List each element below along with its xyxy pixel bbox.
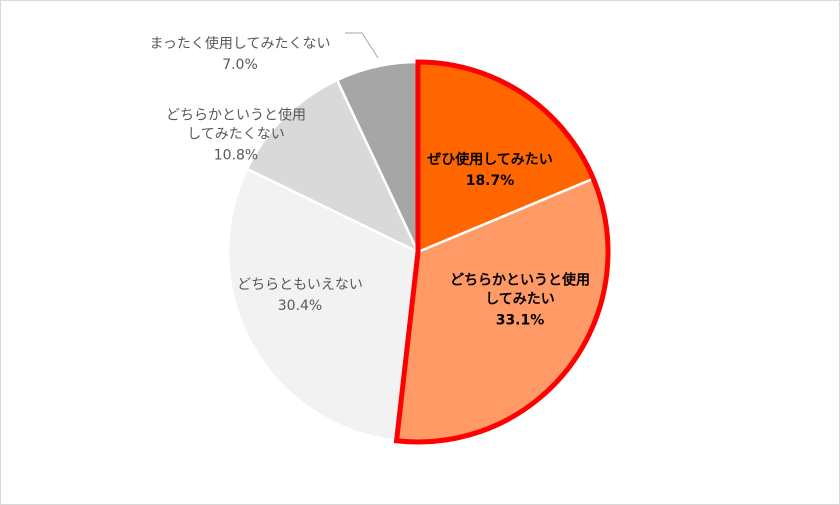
highlight-outline: [393, 59, 611, 445]
value-label: 7.0%: [222, 57, 258, 73]
value-label: 33.1%: [496, 313, 545, 329]
value-label: 10.8%: [214, 148, 258, 164]
label: まったく使用してみたくない: [149, 35, 330, 52]
label: ぜひ使用してみたい: [427, 151, 553, 168]
value-label: 18.7%: [466, 173, 515, 189]
pie-slice: [226, 167, 420, 443]
leader-line: [345, 32, 379, 59]
label: どちらともいえない: [237, 277, 363, 293]
label: どちらかというと使用してみたくない: [166, 107, 306, 143]
pie-slice: [245, 78, 421, 255]
value-label: 30.4%: [278, 298, 322, 314]
label: どちらかというと使用してみたい: [450, 272, 590, 308]
